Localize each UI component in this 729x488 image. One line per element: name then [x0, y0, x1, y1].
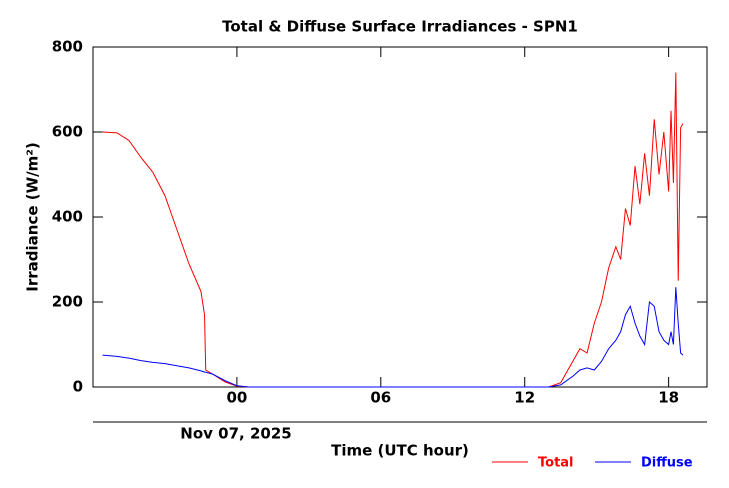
chart-title: Total & Diffuse Surface Irradiances - SP…: [222, 18, 578, 36]
y-tick-label: 200: [52, 293, 83, 311]
series-line: [102, 287, 684, 388]
legend-label: Diffuse: [641, 456, 693, 471]
x-tick-label: 00: [226, 389, 247, 407]
y-axis-label: Irradiance (W/m²): [24, 142, 42, 291]
y-tick-label: 800: [52, 38, 83, 56]
plot-frame: [92, 46, 708, 388]
series-line: [102, 72, 684, 388]
x-tick-label: 18: [658, 389, 679, 407]
x-axis-label: Time (UTC hour): [331, 442, 469, 460]
x-tick-label: 06: [370, 389, 391, 407]
legend-label: Total: [538, 456, 574, 471]
y-tick-label: 600: [52, 123, 83, 141]
date-label: Nov 07, 2025: [180, 425, 291, 443]
y-tick-label: 400: [52, 208, 83, 226]
y-tick-label: 0: [73, 378, 83, 396]
x-tick-label: 12: [514, 389, 535, 407]
